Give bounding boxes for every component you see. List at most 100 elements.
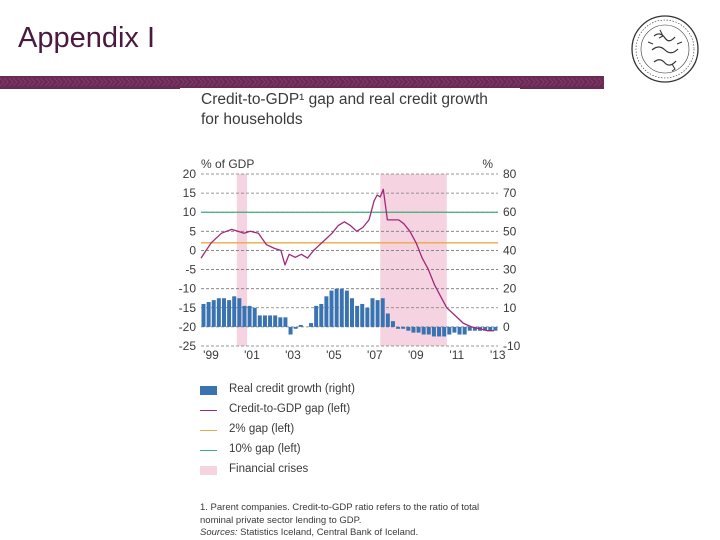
left-tick-label-4: 0 xyxy=(189,243,196,257)
bar-39 xyxy=(401,326,406,329)
bar-46 xyxy=(437,326,442,337)
bar-9 xyxy=(247,305,252,327)
bar-36 xyxy=(385,313,390,327)
bar-0 xyxy=(201,303,206,327)
bar-12 xyxy=(262,315,267,327)
right-tick-label-0: 80 xyxy=(503,167,517,181)
bar-56 xyxy=(488,326,493,331)
bar-33 xyxy=(370,298,375,327)
bar-4 xyxy=(221,298,226,327)
bar-5 xyxy=(227,300,232,327)
bar-32 xyxy=(365,307,370,327)
right-tick-label-8: 0 xyxy=(503,320,510,334)
footnote-sources: Sources: Statistics Iceland, Central Ban… xyxy=(200,527,520,540)
bar-41 xyxy=(411,326,416,333)
header-band xyxy=(0,76,604,89)
bar-22 xyxy=(314,305,319,327)
bar-43 xyxy=(421,326,426,335)
right-tick-label-1: 70 xyxy=(503,186,517,200)
bar-8 xyxy=(242,305,247,327)
right-tick-label-9: -10 xyxy=(503,339,521,353)
bar-21 xyxy=(309,323,314,327)
bar-24 xyxy=(324,296,329,327)
crisis-band-1 xyxy=(236,174,248,346)
bar-28 xyxy=(344,290,349,327)
crisis-band-2 xyxy=(380,174,447,346)
x-tick-label-7: '13 xyxy=(490,348,506,362)
bar-47 xyxy=(442,326,447,337)
legend-label: Financial crises xyxy=(229,463,309,475)
left-tick-label-8: -20 xyxy=(179,320,197,334)
right-tick-label-4: 40 xyxy=(503,243,517,257)
bar-18 xyxy=(293,326,298,329)
footnote-line-2: nominal private sector lending to GDP. xyxy=(200,514,362,526)
bar-7 xyxy=(237,298,242,327)
bar-50 xyxy=(457,326,462,335)
bar-48 xyxy=(447,326,452,335)
bar-11 xyxy=(257,315,262,327)
bar-51 xyxy=(462,326,467,335)
bar-53 xyxy=(472,326,477,331)
x-tick-label-5: '09 xyxy=(408,348,424,362)
x-tick-label-6: '11 xyxy=(449,348,464,362)
bar-34 xyxy=(375,300,380,327)
bar-42 xyxy=(416,326,421,333)
bar-15 xyxy=(278,317,283,327)
x-tick-label-1: '01 xyxy=(244,348,260,362)
bar-25 xyxy=(329,290,334,327)
bar-6 xyxy=(232,296,237,327)
legend-label: Real credit growth (right) xyxy=(229,383,355,395)
legend-swatch-gap2 xyxy=(200,430,217,431)
bar-23 xyxy=(319,303,324,327)
chart-title-line-2: for households xyxy=(201,111,303,128)
right-axis-unit: % xyxy=(482,157,493,171)
bar-38 xyxy=(396,326,401,329)
credit-to-gdp-gap-line xyxy=(200,188,494,332)
bar-37 xyxy=(390,321,395,327)
bar-2 xyxy=(211,300,216,327)
bar-29 xyxy=(350,298,354,327)
x-tick-label-0: '99 xyxy=(203,348,219,362)
slide-title: Appendix I xyxy=(18,22,156,54)
bar-31 xyxy=(360,303,365,327)
bar-44 xyxy=(426,326,431,335)
bar-30 xyxy=(355,305,360,327)
left-tick-label-3: 5 xyxy=(189,224,196,238)
right-tick-label-3: 50 xyxy=(503,224,517,238)
legend-swatch-bar xyxy=(200,386,217,395)
bar-17 xyxy=(288,326,293,335)
x-tick-label-4: '07 xyxy=(367,348,383,362)
legend-swatch-gap10 xyxy=(200,450,217,451)
x-tick-label-2: '03 xyxy=(285,348,301,362)
right-tick-label-2: 60 xyxy=(503,205,517,219)
right-tick-label-6: 20 xyxy=(503,282,517,296)
left-tick-label-1: 15 xyxy=(183,186,197,200)
bar-35 xyxy=(380,298,385,327)
chart-title-line-1: Credit-to-GDP¹ gap and real credit growt… xyxy=(201,91,488,108)
bar-45 xyxy=(431,326,436,337)
legend-label: 10% gap (left) xyxy=(229,443,301,455)
left-tick-label-2: 10 xyxy=(183,205,197,219)
bar-27 xyxy=(339,288,344,327)
bar-55 xyxy=(483,326,488,331)
sources-text: Statistics Iceland, Central Bank of Icel… xyxy=(237,527,419,538)
legend-label: 2% gap (left) xyxy=(229,423,295,435)
bar-52 xyxy=(467,326,472,331)
legend-swatch-gap-line xyxy=(200,410,217,411)
left-tick-label-0: 20 xyxy=(183,167,197,181)
bar-16 xyxy=(283,317,288,327)
right-tick-label-7: 10 xyxy=(503,301,517,315)
bar-14 xyxy=(273,315,278,327)
bar-40 xyxy=(406,326,411,331)
bar-49 xyxy=(452,326,457,333)
bar-10 xyxy=(252,307,257,327)
left-tick-label-7: -15 xyxy=(179,301,197,315)
footnote-line-1: 1. Parent companies. Credit-to-GDP ratio… xyxy=(200,502,480,513)
bar-3 xyxy=(216,298,221,327)
x-tick-label-3: '05 xyxy=(326,348,342,362)
left-tick-label-5: -5 xyxy=(185,263,196,277)
left-tick-label-9: -25 xyxy=(179,339,197,353)
central-bank-seal-icon xyxy=(631,15,699,83)
left-axis-unit: % of GDP xyxy=(201,157,254,171)
